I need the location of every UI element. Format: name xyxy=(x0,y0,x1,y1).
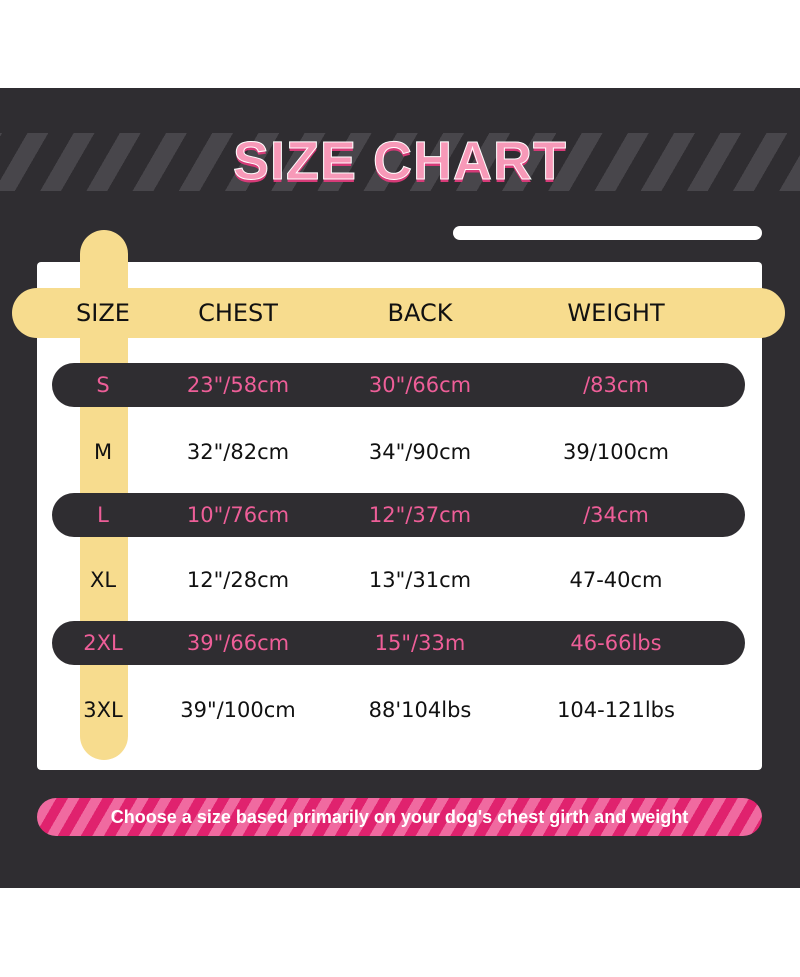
cell-chest: 32"/82cm xyxy=(186,440,290,464)
decorative-bar xyxy=(453,226,762,240)
cell-size: S xyxy=(96,373,110,397)
cell-weight: 39/100cm xyxy=(563,440,669,464)
cell-back: 12"/37cm xyxy=(368,503,472,527)
header-back: BACK xyxy=(387,299,453,327)
footer-note: Choose a size based primarily on your do… xyxy=(37,798,762,836)
table-row: 3XL 39"/100cm 88'104lbs 104-121lbs xyxy=(0,688,800,732)
cell-weight: /83cm xyxy=(583,373,649,397)
cell-size: M xyxy=(93,440,113,464)
header-chest: CHEST xyxy=(198,299,278,327)
cell-size: 2XL xyxy=(83,631,123,655)
title-stripe-band xyxy=(0,133,800,191)
table-row: XL 12"/28cm 13"/31cm 47-40cm xyxy=(0,558,800,602)
cell-size: XL xyxy=(89,568,117,592)
cell-size: L xyxy=(97,503,109,527)
table-row: 2XL 39"/66cm 15"/33m 46-66lbs xyxy=(0,621,800,665)
cell-back: 13"/31cm xyxy=(368,568,472,592)
header-weight: WEIGHT xyxy=(567,299,665,327)
cell-back: 30"/66cm xyxy=(368,373,472,397)
table-row: S 23"/58cm 30"/66cm/83cm xyxy=(0,363,800,407)
page-title: SIZE CHART xyxy=(233,131,567,192)
table-row: M 32"/82cm 34"/90cm 39/100cm xyxy=(0,430,800,474)
header-highlight xyxy=(12,288,785,338)
cell-size: 3XL xyxy=(83,698,123,722)
header-size: SIZE xyxy=(76,299,130,327)
cell-back: 88'104lbs xyxy=(368,698,472,722)
cell-weight: 46-66lbs xyxy=(570,631,662,655)
table-header: SIZE CHEST BACK WEIGHT xyxy=(0,288,800,332)
cell-chest: 39"/66cm xyxy=(186,631,290,655)
cell-back: 15"/33m xyxy=(374,631,466,655)
cell-chest: 12"/28cm xyxy=(186,568,290,592)
cell-weight: /34cm xyxy=(583,503,649,527)
cell-weight: 47-40cm xyxy=(569,568,663,592)
table-row: L 10"/76cm 12"/37cm/34cm xyxy=(0,493,800,537)
cell-chest: 23"/58cm xyxy=(186,373,290,397)
cell-back: 34"/90cm xyxy=(368,440,472,464)
cell-chest: 39"/100cm xyxy=(180,698,296,722)
cell-weight: 104-121lbs xyxy=(557,698,675,722)
cell-chest: 10"/76cm xyxy=(186,503,290,527)
